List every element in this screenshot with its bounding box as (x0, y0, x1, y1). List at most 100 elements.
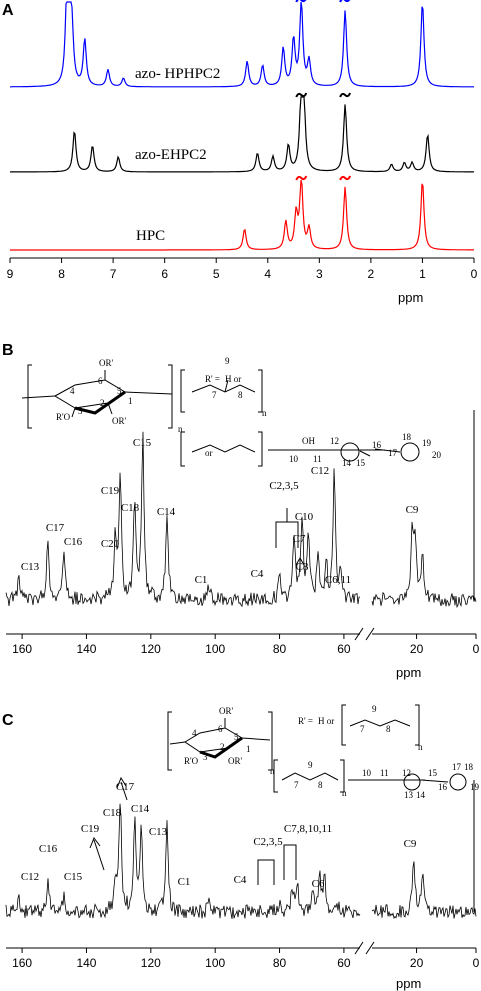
tick-label: 60 (337, 956, 351, 970)
panel-a-x-axis-label: ppm (398, 290, 423, 305)
peak-label: C9 (406, 504, 419, 516)
svg-text:14: 14 (416, 790, 426, 800)
svg-text:OR': OR' (99, 358, 114, 368)
svg-text:8: 8 (318, 780, 323, 790)
spectrum-line-0 (10, 1, 475, 88)
peak-label: C7 (293, 533, 306, 545)
svg-text:5: 5 (117, 386, 122, 396)
svg-text:17: 17 (388, 448, 398, 458)
spectrum-trace (5, 803, 361, 919)
truncation-mark (295, 175, 308, 181)
svg-text:OR': OR' (112, 416, 127, 426)
svg-text:9: 9 (225, 356, 230, 366)
svg-text:18: 18 (402, 432, 412, 442)
panel-a-tick-label: 7 (110, 267, 117, 281)
svg-text:7: 7 (212, 390, 217, 400)
tick-label: 140 (76, 956, 96, 970)
svg-text:n: n (342, 788, 347, 798)
panel-b-structure-text: OR' R'O OR' 4 6 5 2 3 1 n R' = H or or 9… (56, 356, 442, 468)
tick-label: 140 (76, 642, 96, 656)
peak-label: C19 (101, 485, 120, 497)
peak-label: C4 (234, 874, 247, 886)
panel-a-tick-label: 8 (58, 267, 65, 281)
svg-text:7: 7 (294, 780, 299, 790)
truncation-mark (339, 92, 352, 98)
panel-c-structure-text: OR' R'O OR' 4 6 5 2 3 1 n R' = H or 9 7 … (184, 704, 480, 800)
peak-label: C17 (46, 522, 65, 534)
peak-label: C13 (21, 561, 40, 573)
arrow-c19 (89, 836, 105, 871)
svg-text:11: 11 (380, 768, 389, 778)
svg-text:1: 1 (128, 396, 133, 406)
tick-label: 80 (273, 956, 287, 970)
svg-text:OR': OR' (228, 756, 243, 766)
panel-b-ticks: 160 140 120 100 80 60 20 0 (12, 634, 480, 656)
peak-label: C1 (195, 574, 208, 586)
peak-label: C2,3,5 (269, 480, 299, 492)
svg-text:11: 11 (313, 454, 322, 464)
svg-text:4: 4 (192, 728, 197, 738)
tick-label: 160 (12, 956, 32, 970)
svg-text:3: 3 (78, 406, 83, 416)
panel-c-structure (167, 704, 467, 793)
arrow-c17 (116, 776, 128, 801)
arrow-c7 (295, 556, 305, 572)
peak-label: C1 (178, 876, 191, 888)
svg-text:1: 1 (246, 744, 251, 754)
tick-label: 100 (205, 642, 225, 656)
svg-text:8: 8 (238, 390, 243, 400)
group-bracket-c235 (257, 859, 275, 885)
svg-text:12: 12 (330, 436, 339, 446)
peak-label: C10 (295, 511, 314, 523)
panel-c-spectrum (5, 780, 477, 920)
panel-c-ticks: 160 140 120 100 80 60 20 0 (12, 948, 480, 970)
spectrum-line-2 (10, 179, 474, 251)
panel-a-tick-label: 0 (471, 267, 478, 281)
group-bracket-c781011 (283, 844, 297, 880)
peak-label: C20 (101, 538, 120, 550)
panel-a-tick-label: 5 (213, 267, 220, 281)
svg-text:6: 6 (98, 376, 103, 386)
svg-text:n: n (270, 766, 275, 776)
panel-c-x-axis-label: ppm (396, 976, 421, 991)
peak-label: C17 (116, 781, 135, 793)
svg-text:2: 2 (100, 398, 105, 408)
svg-text:12: 12 (402, 768, 411, 778)
svg-text:10: 10 (289, 454, 299, 464)
svg-text:9: 9 (372, 704, 377, 714)
peak-label: C16 (64, 536, 83, 548)
series-label-azo-ehpc2: azo-EHPC2 (135, 147, 207, 163)
truncation-mark (295, 0, 307, 3)
series-label-azo-hphpc2: azo- HPHPC2 (135, 66, 220, 82)
svg-text:R'O: R'O (56, 412, 71, 422)
panel-b-x-axis-label: ppm (396, 665, 421, 680)
tick-label: 80 (273, 642, 287, 656)
panel-c-axis-break (354, 941, 375, 955)
panel-letter-c: C (2, 712, 14, 729)
peak-label: C9 (404, 838, 417, 850)
tick-label: 0 (473, 642, 480, 656)
peak-label: C14 (157, 506, 176, 518)
svg-text:5: 5 (234, 732, 239, 742)
peak-label: C15 (64, 871, 83, 883)
spectrum-trace (5, 431, 361, 608)
panel-a-tick-label: 9 (7, 267, 14, 281)
panel-a-tick-label: 6 (161, 267, 168, 281)
svg-text:3: 3 (203, 752, 208, 762)
svg-text:14: 14 (342, 458, 352, 468)
truncation-mark (339, 175, 352, 181)
svg-text:19: 19 (422, 438, 432, 448)
peak-label: C7,8,10,11 (284, 823, 332, 835)
svg-text:2: 2 (220, 742, 225, 752)
svg-text:OH: OH (302, 436, 315, 446)
svg-text:H or: H or (318, 716, 334, 726)
svg-text:13: 13 (404, 790, 414, 800)
peak-label: C6,11 (325, 574, 351, 586)
peak-label: C19 (81, 823, 100, 835)
svg-text:7: 7 (360, 724, 365, 734)
panel-b-spectrum (5, 410, 477, 609)
svg-text:R' =: R' = (298, 716, 313, 726)
